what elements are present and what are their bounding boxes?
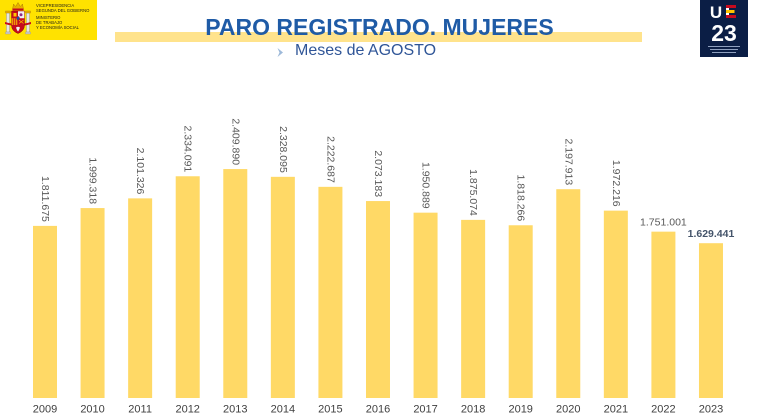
x-axis-tick-labels: 2009 2010 2011 2012 2013 2014 2015 2016 2017 2018… xyxy=(33,404,723,414)
bar-2018 xyxy=(461,219,486,398)
government-logo: VICEPRESIDENCIA SEGUNDA DEL GOBIERNO MIN… xyxy=(0,0,97,40)
x-tick-label-2013: 2013 xyxy=(223,404,247,414)
x-tick-label-2023: 2023 xyxy=(699,404,723,414)
data-label-2013: 2.409.890 xyxy=(229,118,241,165)
bar-2010 xyxy=(80,208,105,398)
bar-2015 xyxy=(318,186,343,398)
value-labels: 1.811.675 1.999.318 2.101.326 2.334.091 2.40… xyxy=(39,118,734,240)
gov-logo-line-1: VICEPRESIDENCIA xyxy=(36,3,74,8)
eu-logo-small-text xyxy=(708,46,740,53)
gov-logo-line-4: DE TRABAJO xyxy=(36,20,63,25)
bar-2021 xyxy=(603,210,628,398)
x-tick-label-2018: 2018 xyxy=(461,404,485,414)
eu-presidency-logo: U 23 xyxy=(700,0,748,57)
x-tick-label-2010: 2010 xyxy=(80,404,104,414)
x-tick-label-2011: 2011 xyxy=(128,404,152,414)
coat-of-arms-icon xyxy=(5,2,31,35)
bar-2016 xyxy=(365,201,390,398)
bar-2017 xyxy=(413,212,438,398)
x-tick-label-2014: 2014 xyxy=(271,404,295,414)
x-tick-label-2022: 2022 xyxy=(651,404,675,414)
bar-2019 xyxy=(508,225,533,398)
page-subtitle: Meses de AGOSTO xyxy=(295,42,437,59)
data-label-2023: 1.629.441 xyxy=(688,228,735,240)
bar-2014 xyxy=(270,176,295,398)
data-label-2021: 1.972.216 xyxy=(610,160,622,207)
x-tick-label-2009: 2009 xyxy=(33,404,57,414)
x-tick-label-2019: 2019 xyxy=(508,404,532,414)
data-label-2016: 2.073.183 xyxy=(372,150,384,197)
bar-2020 xyxy=(556,189,581,398)
chevron-right-icon xyxy=(277,48,283,57)
data-label-2015: 2.222.687 xyxy=(324,136,336,183)
data-label-2012: 2.334.091 xyxy=(182,126,194,173)
gov-logo-line-3: MINISTERIO xyxy=(36,15,61,20)
bar-2009 xyxy=(33,225,57,398)
data-label-2020: 2.197.913 xyxy=(562,138,574,185)
data-label-2022: 1.751.001 xyxy=(640,217,687,229)
gov-logo-line-5: Y ECONOMÍA SOCIAL xyxy=(36,25,80,30)
bar-2022 xyxy=(651,231,676,398)
x-tick-label-2016: 2016 xyxy=(366,404,390,414)
data-label-2010: 1.999.318 xyxy=(87,157,99,204)
data-label-2014: 2.328.095 xyxy=(277,126,289,173)
data-label-2011: 2.101.326 xyxy=(134,148,146,195)
bar-2013 xyxy=(223,169,248,398)
x-tick-label-2017: 2017 xyxy=(413,404,437,414)
page-title: PARO REGISTRADO. MUJERES xyxy=(205,14,554,40)
data-label-2018: 1.875.074 xyxy=(467,169,479,216)
data-label-2017: 1.950.889 xyxy=(420,162,432,209)
bars xyxy=(33,169,723,398)
x-tick-label-2021: 2021 xyxy=(604,404,628,414)
x-tick-label-2012: 2012 xyxy=(175,404,199,414)
data-label-2009: 1.811.675 xyxy=(39,176,51,222)
bar-2012 xyxy=(175,176,200,398)
gov-logo-line-2: SEGUNDA DEL GOBIERNO xyxy=(36,8,90,13)
eu-logo-number: 23 xyxy=(711,20,737,46)
data-label-2019: 1.818.266 xyxy=(515,175,527,222)
x-tick-label-2020: 2020 xyxy=(556,404,580,414)
title-underline-band xyxy=(115,32,642,42)
bar-2023 xyxy=(698,243,723,398)
bar-2011 xyxy=(128,198,153,398)
eu-logo-letter-e xyxy=(726,5,736,18)
eu-logo-letter-u: U xyxy=(710,3,722,22)
x-tick-label-2015: 2015 xyxy=(318,404,342,414)
